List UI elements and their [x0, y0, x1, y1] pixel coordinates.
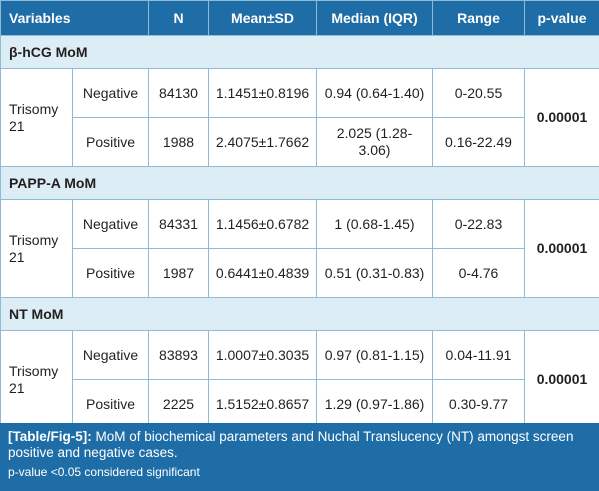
header-p-value: p-value — [524, 0, 599, 36]
caption-note: p-value <0.05 considered significant — [8, 465, 200, 479]
cell-mean-sd: 0.6441±0.4839 — [208, 248, 317, 298]
cell-mean-sd: 2.4075±1.7662 — [208, 117, 317, 167]
table-row: Trisomy 21 Negative 83893 1.0007±0.3035 … — [0, 330, 599, 429]
row-label: Negative — [72, 330, 149, 380]
cell-median-iqr: 0.97 (0.81-1.15) — [316, 330, 433, 380]
caption-reference: [Table/Fig-5]: — [8, 429, 92, 444]
row-label: Negative — [72, 68, 149, 118]
section-row: NT MoM — [0, 297, 599, 331]
table-row: Trisomy 21 Negative 84130 1.1451±0.8196 … — [0, 68, 599, 167]
row-label: Negative — [72, 199, 149, 249]
cell-p-value: 0.00001 — [524, 330, 599, 429]
section-row: β-hCG MoM — [0, 35, 599, 69]
table-row: Positive 1987 0.6441±0.4839 0.51 (0.31-0… — [1, 248, 599, 298]
figure-caption: [Table/Fig-5]: MoM of biochemical parame… — [0, 423, 599, 491]
cell-n: 1988 — [148, 117, 209, 167]
cell-n: 83893 — [148, 330, 209, 380]
cell-median-iqr: 1 (0.68-1.45) — [316, 199, 433, 249]
cell-n: 84130 — [148, 68, 209, 118]
section-title: PAPP-A MoM — [0, 166, 599, 200]
table-row: Trisomy 21 Negative 84331 1.1456±0.6782 … — [0, 199, 599, 298]
cell-mean-sd: 1.0007±0.3035 — [208, 330, 317, 380]
row-label: Positive — [72, 248, 149, 298]
cell-range: 0-20.55 — [432, 68, 525, 118]
section-row: PAPP-A MoM — [0, 166, 599, 200]
header-variables: Variables — [0, 0, 149, 36]
cell-range: 0-4.76 — [432, 248, 525, 298]
cell-median-iqr: 2.025 (1.28-3.06) — [316, 117, 433, 167]
table-row: Positive 2225 1.5152±0.8657 1.29 (0.97-1… — [1, 379, 599, 429]
group-label: Trisomy 21 — [0, 330, 73, 429]
cell-median-iqr: 0.51 (0.31-0.83) — [316, 248, 433, 298]
header-n: N — [148, 0, 209, 36]
cell-mean-sd: 1.5152±0.8657 — [208, 379, 317, 429]
cell-n: 2225 — [148, 379, 209, 429]
cell-p-value: 0.00001 — [524, 68, 599, 167]
header-median-iqr: Median (IQR) — [316, 0, 433, 36]
group-label: Trisomy 21 — [0, 199, 73, 298]
cell-range: 0.30-9.77 — [432, 379, 525, 429]
caption-text: MoM of biochemical parameters and Nuchal… — [8, 429, 574, 460]
cell-range: 0.04-11.91 — [432, 330, 525, 380]
statistics-table: Variables N Mean±SD Median (IQR) Range p… — [0, 0, 599, 429]
header-mean-sd: Mean±SD — [208, 0, 317, 36]
cell-n: 84331 — [148, 199, 209, 249]
section-title: NT MoM — [0, 297, 599, 331]
cell-range: 0.16-22.49 — [432, 117, 525, 167]
cell-n: 1987 — [148, 248, 209, 298]
section-title: β-hCG MoM — [0, 35, 599, 69]
row-label: Positive — [72, 379, 149, 429]
cell-median-iqr: 0.94 (0.64-1.40) — [316, 68, 433, 118]
cell-p-value: 0.00001 — [524, 199, 599, 298]
table-row: Positive 1988 2.4075±1.7662 2.025 (1.28-… — [1, 117, 599, 167]
cell-median-iqr: 1.29 (0.97-1.86) — [316, 379, 433, 429]
group-label: Trisomy 21 — [0, 68, 73, 167]
cell-mean-sd: 1.1456±0.6782 — [208, 199, 317, 249]
cell-mean-sd: 1.1451±0.8196 — [208, 68, 317, 118]
row-label: Positive — [72, 117, 149, 167]
header-row: Variables N Mean±SD Median (IQR) Range p… — [0, 0, 599, 36]
header-range: Range — [432, 0, 525, 36]
cell-range: 0-22.83 — [432, 199, 525, 249]
